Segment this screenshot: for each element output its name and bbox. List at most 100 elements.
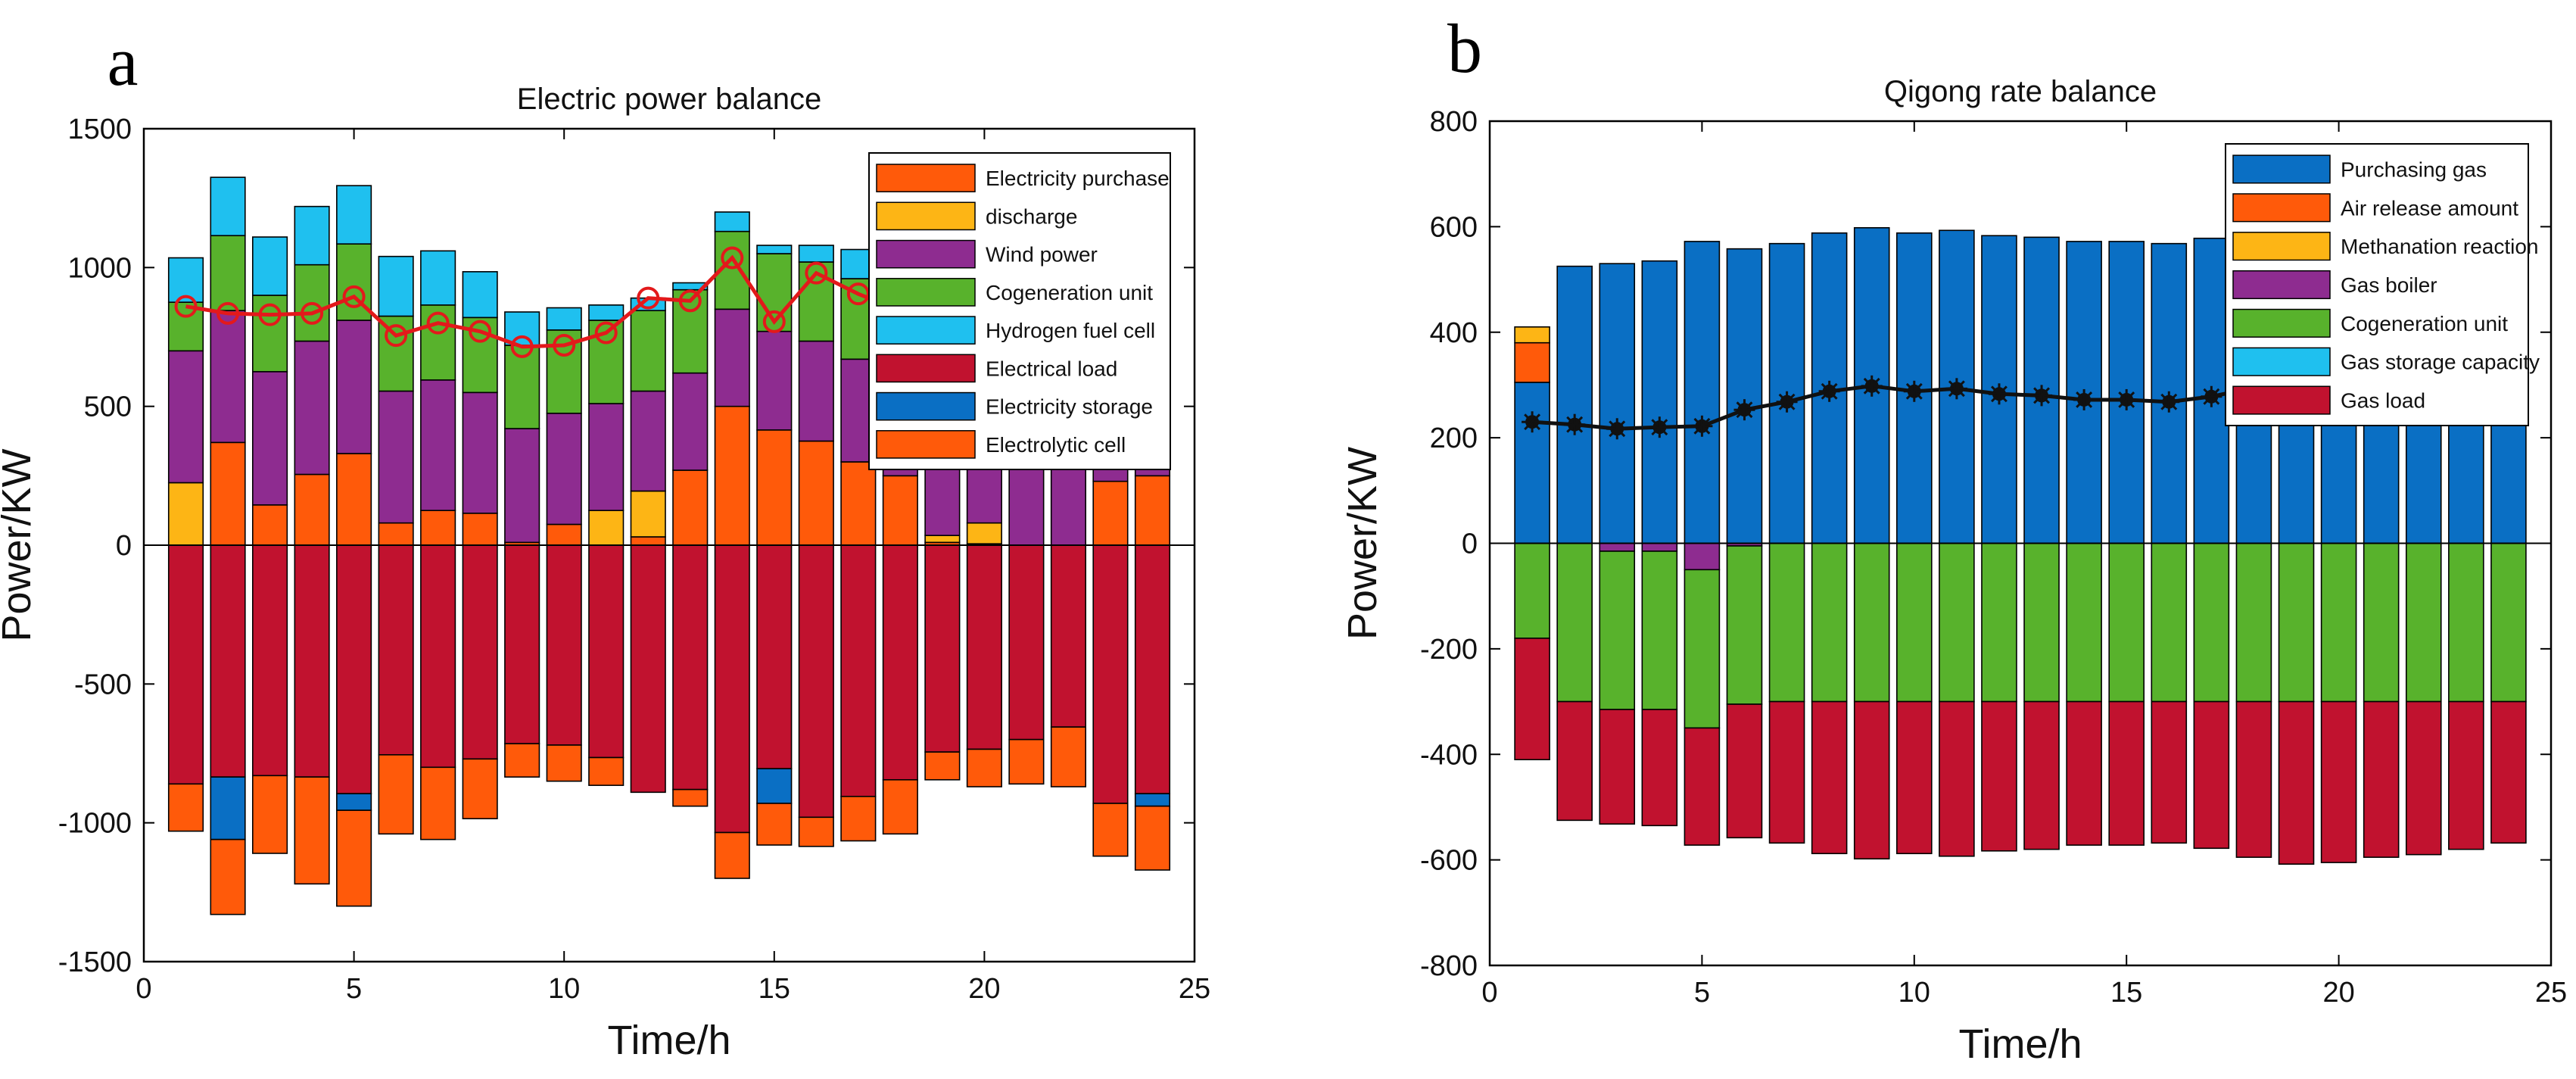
bar-2-13: [714, 308, 750, 407]
bar-4-14: [756, 245, 793, 254]
net-marker-14: [762, 310, 786, 333]
bar-2-6: [420, 379, 456, 511]
bar-4-2: [251, 236, 288, 296]
bar-3-2: [1599, 542, 1636, 552]
bar-3-0: [167, 301, 204, 352]
bar-5-1: [210, 544, 246, 778]
y-tick-label: 500: [84, 391, 132, 423]
bar-1-10: [588, 510, 625, 546]
legend-swatch-1: [876, 201, 976, 231]
net-marker-6: [426, 311, 450, 335]
bar-4-13: [714, 211, 750, 232]
bar-1-0: [1514, 341, 1550, 383]
bar-6-14: [756, 768, 793, 804]
bar-4-1: [1556, 542, 1593, 703]
bar-0-6: [1768, 242, 1805, 544]
bar-7-20: [1008, 738, 1045, 785]
bar-7-5: [378, 754, 414, 835]
net-marker-8: [1861, 375, 1883, 397]
legend-entry-6: Gas load: [2341, 389, 2425, 413]
bar-3-11: [630, 310, 666, 392]
bar-6-5: [1726, 703, 1763, 839]
bar-2-2: [251, 371, 288, 506]
net-marker-11: [1988, 383, 2010, 405]
net-marker-2: [1606, 418, 1628, 440]
legend: Electricity purchase discharge Wind power C…: [868, 152, 1171, 470]
bar-6-22: [2448, 700, 2484, 850]
bar-3-1: [210, 235, 246, 311]
bar-0-22: [1092, 480, 1129, 546]
bar-0-1: [210, 441, 246, 546]
bar-0-4: [336, 453, 372, 546]
bar-0-17: [882, 475, 918, 546]
net-marker-ray: [2160, 393, 2178, 410]
legend-swatch-3: [876, 278, 976, 307]
legend: Purchasing gas Air release amount Methanat…: [2225, 143, 2540, 426]
bar-5-2: [251, 544, 288, 777]
bar-6-6: [1768, 700, 1805, 844]
net-marker-13: [2073, 388, 2095, 410]
bar-6-13: [2066, 700, 2102, 846]
bar-4-10: [1939, 542, 1975, 703]
bar-4-13: [2066, 542, 2102, 703]
bar-4-9: [546, 307, 582, 331]
bar-4-4: [1684, 569, 1721, 729]
bar-0-3: [1641, 260, 1678, 544]
bar-6-1: [1556, 700, 1593, 822]
y-tick-label: 0: [116, 530, 132, 562]
bar-5-3: [294, 544, 330, 778]
net-marker-5: [385, 324, 408, 348]
bar-0-14: [756, 429, 793, 546]
bar-4-19: [2320, 542, 2357, 703]
bar-3-12: [672, 288, 709, 374]
net-marker-ray: [1566, 416, 1584, 433]
bar-4-4: [336, 185, 372, 245]
legend-entry-1: Air release amount: [2341, 196, 2518, 220]
bar-6-23: [2490, 700, 2527, 844]
bar-1-19: [966, 522, 1002, 544]
bar-4-7: [462, 271, 498, 319]
bar-0-15: [798, 440, 834, 546]
net-marker-7: [469, 320, 492, 343]
y-tick-label: -600: [1420, 845, 1478, 877]
bar-2-15: [798, 340, 834, 442]
bar-0-1: [1556, 265, 1593, 544]
bar-5-19: [966, 544, 1002, 750]
bar-7-12: [672, 788, 709, 807]
bar-0-13: [714, 405, 750, 546]
bar-7-13: [714, 831, 750, 879]
bar-3-4: [1684, 542, 1721, 571]
y-tick-label: 0: [1462, 529, 1478, 560]
bar-6-17: [2235, 700, 2272, 858]
net-marker-ray: [1990, 385, 2008, 403]
bar-0-5: [378, 522, 414, 546]
bar-4-3: [294, 205, 330, 266]
bar-5-6: [420, 544, 456, 769]
legend-swatch-3: [2232, 270, 2331, 300]
x-tick-label: 25: [1179, 973, 1210, 1005]
bar-4-6: [420, 250, 456, 306]
bar-5-21: [1050, 544, 1087, 728]
net-marker-11: [637, 286, 660, 310]
bar-5-7: [462, 544, 498, 760]
bar-7-10: [588, 756, 625, 786]
bar-4-20: [2363, 542, 2400, 703]
x-tick-label: 0: [135, 973, 151, 1005]
bar-4-15: [798, 245, 834, 263]
legend-box: [868, 152, 1171, 470]
bar-5-23: [1134, 544, 1171, 794]
bar-6-14: [2108, 700, 2145, 846]
bar-2-7: [462, 391, 498, 514]
bar-7-18: [924, 751, 961, 781]
legend-swatch-2: [876, 239, 976, 269]
bar-4-21: [2405, 542, 2442, 703]
net-marker-16: [2201, 385, 2222, 407]
bar-4-5: [1726, 545, 1763, 705]
bar-7-16: [840, 796, 877, 842]
bar-5-18: [924, 544, 961, 753]
net-marker-ray: [1609, 420, 1626, 438]
legend-entry-0: Purchasing gas: [2341, 157, 2487, 181]
legend-swatch-2: [2232, 232, 2331, 261]
bar-6-10: [1939, 700, 1975, 857]
legend-swatch-4: [876, 316, 976, 345]
